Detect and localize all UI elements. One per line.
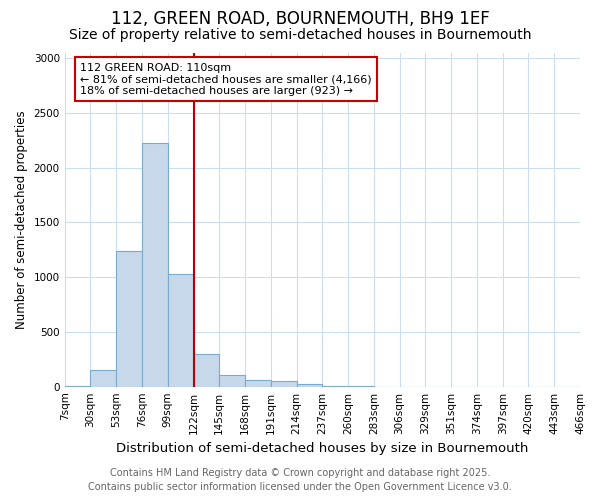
Bar <box>296 384 322 386</box>
Bar <box>116 251 142 386</box>
Bar <box>193 354 219 386</box>
X-axis label: Distribution of semi-detached houses by size in Bournemouth: Distribution of semi-detached houses by … <box>116 442 529 455</box>
Bar <box>168 274 193 386</box>
Text: Contains HM Land Registry data © Crown copyright and database right 2025.
Contai: Contains HM Land Registry data © Crown c… <box>88 468 512 492</box>
Bar <box>142 144 168 386</box>
Bar <box>271 381 296 386</box>
Bar <box>91 370 116 386</box>
Bar <box>219 374 245 386</box>
Y-axis label: Number of semi-detached properties: Number of semi-detached properties <box>15 110 28 329</box>
Text: 112, GREEN ROAD, BOURNEMOUTH, BH9 1EF: 112, GREEN ROAD, BOURNEMOUTH, BH9 1EF <box>110 10 490 28</box>
Text: 112 GREEN ROAD: 110sqm
← 81% of semi-detached houses are smaller (4,166)
18% of : 112 GREEN ROAD: 110sqm ← 81% of semi-det… <box>80 62 372 96</box>
Text: Size of property relative to semi-detached houses in Bournemouth: Size of property relative to semi-detach… <box>69 28 531 42</box>
Bar <box>245 380 271 386</box>
